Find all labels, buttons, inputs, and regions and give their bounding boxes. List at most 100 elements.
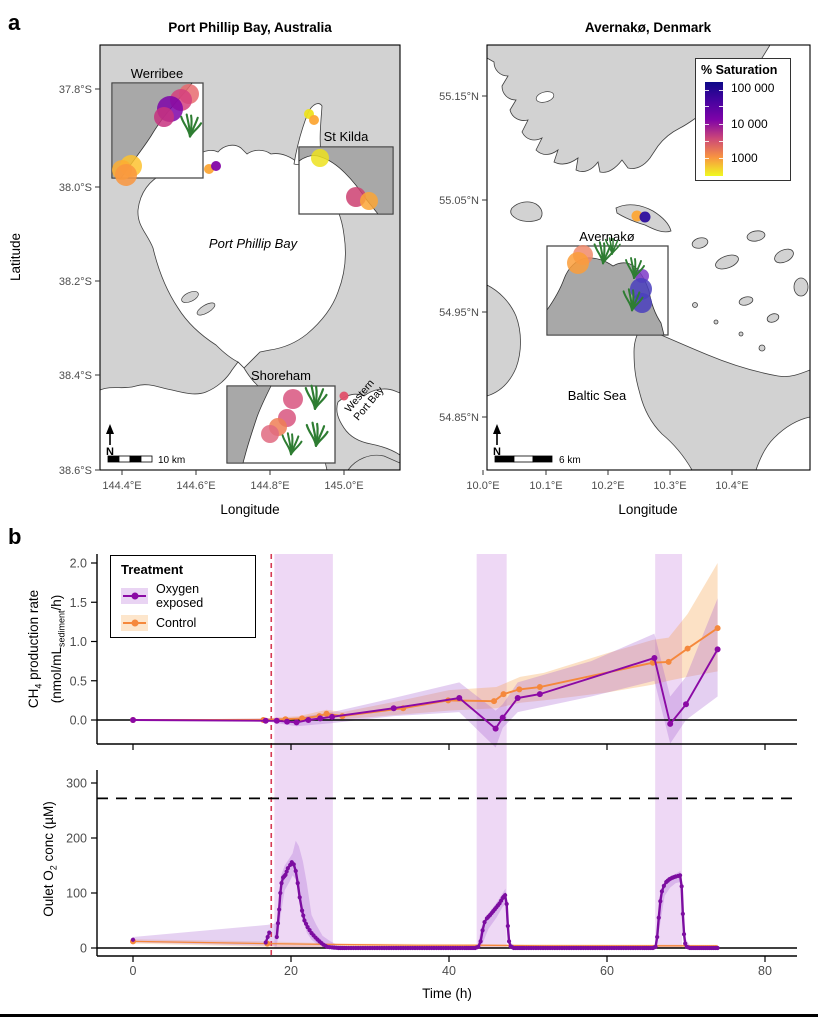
ch4-point — [491, 698, 498, 705]
o2-oxygen-point — [283, 872, 288, 877]
o2-oxygen-point — [274, 934, 279, 940]
o2-oxygen-point — [502, 893, 508, 898]
baltic-sea-label: Baltic Sea — [568, 388, 627, 403]
ch4-ytick-label: 0.0 — [70, 714, 87, 728]
panel-a-label: a — [8, 10, 21, 35]
tick-label: 54.95°N — [439, 307, 479, 319]
ch4-point — [651, 654, 658, 661]
aero-island — [633, 326, 810, 470]
tick-label: 38.0°S — [59, 182, 92, 194]
o2-oxygen-point — [677, 873, 683, 878]
ch4-ytick-label: 1.0 — [70, 635, 87, 649]
o2-ytick-label: 100 — [66, 887, 87, 901]
o2-oxygen-point — [263, 940, 268, 945]
map-border-left — [99, 44, 401, 471]
time-axis-title: Time (h) — [422, 986, 472, 1001]
ch4-point — [516, 686, 523, 693]
scale-bar-right — [494, 455, 553, 463]
saturation-bubble — [283, 389, 303, 409]
o2-oxygen-point — [661, 883, 666, 888]
page-rule — [0, 1014, 818, 1017]
o2-oxygen-point — [715, 945, 720, 951]
o2-oxygen-point — [295, 881, 300, 886]
time-tick-label: 20 — [284, 964, 298, 978]
saturation-tick-10000: 10 000 — [731, 117, 768, 131]
saturation-bubble — [639, 211, 651, 223]
islet — [713, 319, 719, 325]
o2-oxygen-point — [277, 907, 282, 912]
o2-control-line — [132, 940, 718, 947]
islet — [196, 302, 216, 316]
bay-label: Port Phillip Bay — [209, 236, 299, 251]
ch4-point — [683, 701, 689, 708]
islet — [738, 296, 754, 306]
o2-oxygen-point — [307, 928, 312, 933]
ch4-point — [500, 691, 507, 698]
o2-oxygen-point — [680, 911, 685, 917]
tick-label: 10.0°E — [466, 480, 499, 492]
o2-oxygen-point — [285, 866, 290, 871]
islet — [774, 248, 794, 264]
control-swatch — [121, 615, 148, 631]
o2-oxygen-point — [683, 941, 688, 946]
oxygen-pulse-band — [274, 554, 333, 948]
o2-oxygen-point — [301, 913, 306, 918]
islet — [746, 230, 766, 242]
ch4-point — [492, 725, 499, 732]
ch4-ytick-label: 1.5 — [70, 596, 87, 610]
saturation-bubble — [211, 161, 221, 171]
islet — [691, 237, 709, 249]
north-arrow-right: N — [493, 424, 501, 458]
saturation-bubble — [360, 192, 378, 210]
o2-oxygen-point — [506, 939, 512, 944]
time-tick-label: 80 — [758, 964, 772, 978]
western-port-water — [336, 388, 400, 456]
o2-oxygen-point — [655, 934, 660, 940]
ch4-point — [390, 705, 397, 712]
ch4-point — [499, 714, 506, 721]
ch4-point — [456, 695, 463, 702]
ch4-point — [514, 695, 521, 702]
saturation-bubble — [309, 115, 319, 125]
o2-oxygen-point — [275, 921, 281, 926]
ch4-point — [284, 718, 291, 725]
inset-label-stkilda: St Kilda — [324, 129, 370, 144]
saturation-tick-100000: 100 000 — [731, 81, 775, 95]
o2-oxygen-point — [284, 869, 289, 874]
tick-label: 38.2°S — [59, 276, 92, 288]
panel-b-label: b — [8, 524, 22, 549]
o2-oxygen-point — [681, 932, 687, 937]
oxygen-label: Oxygen exposed — [156, 582, 204, 610]
ch4-ytick-label: 0.5 — [70, 674, 87, 688]
tick-label: 37.8°S — [59, 84, 92, 96]
tick-label: 10.3°E — [653, 480, 686, 492]
time-tick-label: 40 — [442, 964, 456, 978]
scale-bar-left — [107, 455, 153, 463]
ch4-oxygen-ribbon — [133, 598, 718, 748]
ch4-point — [130, 717, 136, 723]
islet — [793, 277, 809, 297]
ch4-point — [293, 719, 300, 726]
lyo-island — [510, 201, 543, 222]
saturation-legend-title: % Saturation — [701, 63, 778, 77]
saturation-bubble — [339, 391, 349, 401]
saturation-bubble — [115, 164, 137, 186]
north-arrow-left: N — [106, 424, 114, 458]
map-title-left: Port Phillip Bay, Australia — [168, 20, 332, 35]
ch4-point — [714, 625, 721, 632]
ch4-point — [536, 684, 543, 691]
inset-label-avernako: Avernakø — [579, 229, 634, 244]
o2-oxygen-point — [478, 939, 483, 944]
svg-text:N: N — [106, 446, 114, 458]
ch4-point — [317, 715, 324, 722]
o2-oxygen-point — [659, 889, 665, 894]
legend-item-oxygen: Oxygen exposed — [121, 582, 247, 610]
tick-label: 144.8°E — [250, 480, 289, 492]
tick-label: 55.05°N — [439, 195, 479, 207]
map-axis-ticks: 37.8°S 38.0°S 38.2°S 38.4°S 38.6°S 144.4°E 144… — [59, 84, 749, 492]
o2-axis-title: Oulet O2 conc (µM) — [41, 801, 59, 917]
legend-item-control: Control — [121, 615, 247, 631]
map-title-right: Avernakø, Denmark — [585, 20, 712, 35]
control-label: Control — [156, 616, 197, 630]
scale-label-right: 6 km — [559, 455, 581, 466]
